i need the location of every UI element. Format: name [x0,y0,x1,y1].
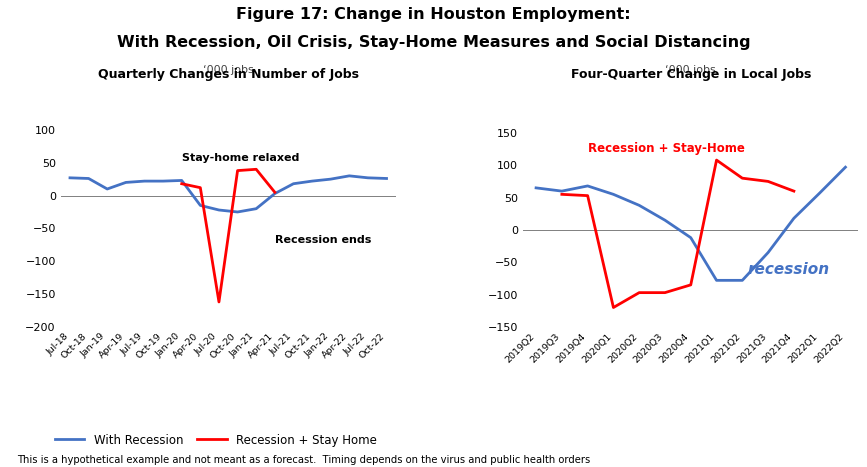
With Recession [102,186,113,192]
With Recession [344,173,355,179]
With Recession [270,191,280,197]
Legend: With Recession, Recession + Stay Home: With Recession, Recession + Stay Home [49,429,381,451]
With Recession [121,180,131,185]
Text: This is a hypothetical example and not meant as a forecast.  Timing depends on t: This is a hypothetical example and not m… [17,455,590,465]
Text: Stay-home relaxed: Stay-home relaxed [182,153,299,163]
Text: Recession + Stay-Home: Recession + Stay-Home [588,142,745,156]
With Recession [232,209,243,215]
Title: Four-Quarter Change in Local Jobs: Four-Quarter Change in Local Jobs [570,68,811,81]
With Recession [83,176,94,181]
With Recession [288,181,298,186]
Recession + Stay Home [232,168,243,173]
With Recession [214,207,225,213]
With Recession [140,178,150,184]
Text: ‘000 jobs: ‘000 jobs [665,65,716,75]
With Recession [177,177,187,183]
With Recession [307,178,317,184]
Text: ‘000 jobs: ‘000 jobs [203,65,254,75]
With Recession [65,175,75,181]
Recession + Stay Home [195,185,205,191]
Text: Figure 17: Change in Houston Employment:: Figure 17: Change in Houston Employment: [236,7,631,22]
With Recession [381,176,392,181]
Text: recession: recession [747,262,830,277]
Title: Quarterly Changes in Number of Jobs: Quarterly Changes in Number of Jobs [98,68,359,81]
With Recession [195,203,205,208]
Line: Recession + Stay Home: Recession + Stay Home [182,169,275,302]
With Recession [325,177,336,182]
Recession + Stay Home [251,166,261,172]
With Recession [251,206,261,212]
With Recession [362,175,373,181]
Line: With Recession: With Recession [70,176,387,212]
Recession + Stay Home [177,181,187,186]
Recession + Stay Home [270,190,280,195]
Text: With Recession, Oil Crisis, Stay-Home Measures and Social Distancing: With Recession, Oil Crisis, Stay-Home Me… [117,35,750,50]
With Recession [158,178,168,184]
Recession + Stay Home [214,299,225,305]
Text: Recession ends: Recession ends [275,235,371,245]
